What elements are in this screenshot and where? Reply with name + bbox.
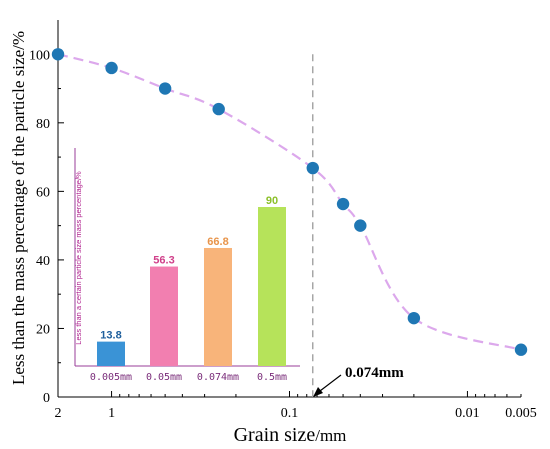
annotation-arrowhead [313,387,323,397]
y-tick-label: 60 [36,185,50,200]
inset-value-labels: 13.8 56.3 66.8 90 [100,195,278,342]
inset-bar [150,266,178,366]
reference-label: 0.074mm [345,365,404,381]
inset-category-label: 0.074mm [197,372,239,383]
x-tick-label: 0.01 [455,406,480,421]
x-axis-title-text: Grain size [234,424,316,446]
data-point [514,343,528,356]
data-point [158,82,172,95]
fitted-gradation-curve [57,53,522,351]
inset-category-label: 0.05mm [146,372,182,383]
x-tick-label: 0.1 [281,406,299,421]
inset-bar-chart: Less than a certain particle size mass p… [74,148,300,383]
data-points [51,48,528,356]
data-point [51,48,65,61]
y-tick-label: 20 [36,322,50,337]
y-tick-label: 100 [29,48,50,63]
y-tick-label: 80 [36,117,50,132]
inset-value-label: 90 [266,195,278,207]
inset-category-label: 0.005mm [90,372,132,383]
data-point [407,311,421,325]
data-point [306,161,319,175]
x-tick-label: 2 [55,406,62,421]
reference-annotation: 0.074mm [313,365,404,397]
x-tick-label: 0.005 [505,406,537,421]
inset-bar [204,247,232,366]
x-axis-unit: /mm [315,426,346,445]
inset-bars [97,207,286,366]
inset-category-labels: 0.005mm 0.05mm 0.074mm 0.5mm [90,372,287,383]
y-tick-label: 0 [43,391,50,406]
y-axis-tick-labels: 0 20 40 60 80 100 [29,48,50,406]
inset-bar [258,207,286,366]
inset-y-axis-title: Less than a certain particle size mass p… [74,171,83,345]
inset-value-label: 56.3 [153,255,174,267]
y-axis-title: Less than the mass percentage of the par… [9,31,28,385]
inset-value-label: 66.8 [207,236,228,248]
inset-value-label: 13.8 [100,330,121,342]
inset-category-label: 0.5mm [257,372,287,383]
data-point [105,61,118,75]
x-tick-label: 1 [108,406,115,421]
y-tick-label: 40 [36,254,50,269]
y-axis-ticks [58,53,64,398]
data-point [212,102,225,116]
inset-bar [97,341,125,366]
x-axis-title: Grain size/mm [234,424,347,446]
data-point [354,219,367,232]
x-axis-ticks [111,391,522,397]
data-point [336,197,350,211]
x-axis-tick-labels: 2 1 0.1 0.01 0.005 [55,406,537,421]
